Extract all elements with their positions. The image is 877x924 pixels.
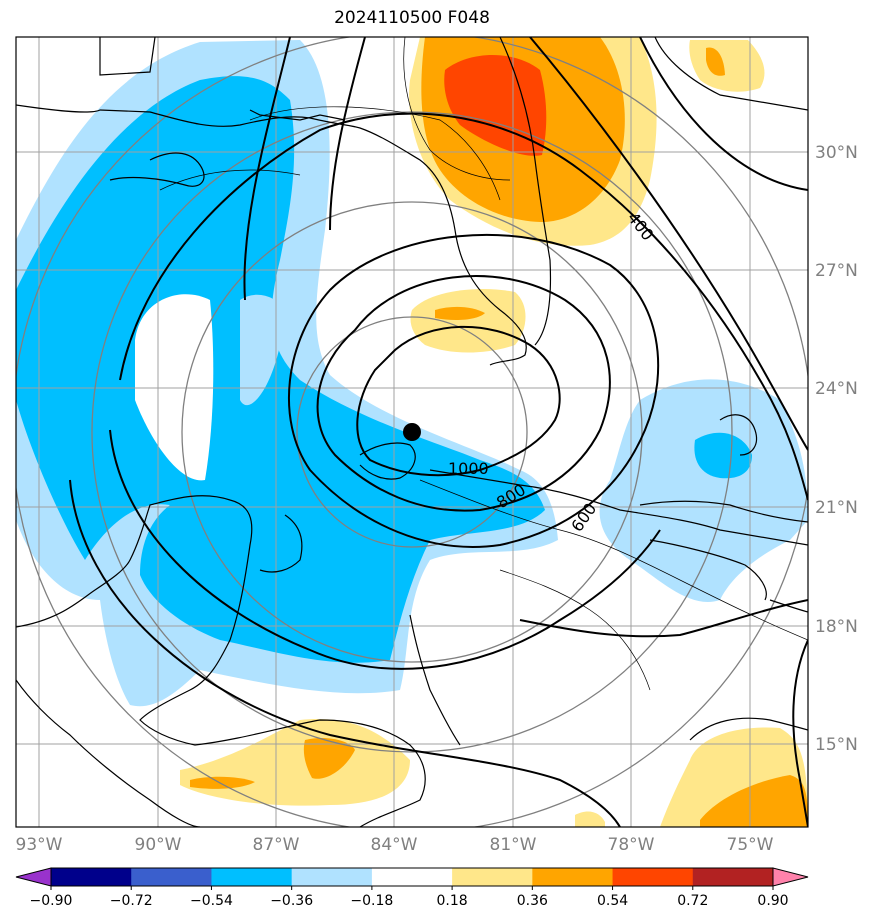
coastlines [16,37,808,827]
contour-800 [316,275,611,512]
lon-tick-label: 93°W [16,835,63,855]
contour-400 [119,112,808,501]
map-plot-area: 1000 800 600 400 [16,37,808,827]
colorbar-segment [131,868,212,886]
storm-center-marker [403,423,421,441]
lat-tick-label: 15°N [815,735,858,755]
lat-tick-labels: 30°N 27°N 24°N 21°N 18°N 15°N [815,143,858,755]
colorbar-tick-label: 0.90 [757,893,788,909]
lon-tick-label: 84°W [371,835,418,855]
colorbar-tick-label: −0.72 [110,893,153,909]
lat-tick-label: 24°N [815,379,858,399]
lon-tick-label: 78°W [608,835,655,855]
colorbar-tick-label: 0.72 [677,893,708,909]
plot-frame [15,36,809,828]
colorbar: −0.90 −0.72 −0.54 −0.36 −0.18 0.18 0.36 0.54 0.7… [15,867,809,909]
lon-tick-label: 87°W [253,835,300,855]
colorbar-tick-label: −0.18 [350,893,393,909]
colorbar-tick-label: −0.90 [30,893,73,909]
colorbar-segment [692,868,774,886]
range-rings [16,37,808,827]
lon-tick-label: 90°W [135,835,182,855]
colorbar-segment [371,868,453,886]
lon-tick-labels: 93°W 90°W 87°W 84°W 81°W 78°W 75°W [16,835,774,855]
colorbar-tick-label: −0.36 [270,893,313,909]
lat-tick-label: 27°N [815,261,858,281]
lon-tick-label: 81°W [490,835,537,855]
contour-600 [287,233,660,548]
colorbar-extend-high [772,867,809,887]
map-title: 2024110500 F048 [334,8,490,28]
colorbar-segment [532,868,614,886]
lat-tick-label: 30°N [815,143,858,163]
lat-tick-label: 21°N [815,498,858,518]
colorbar-tick-label: 0.54 [597,893,628,909]
colorbar-tick-label: 0.18 [437,893,468,909]
contour-label-1000: 1000 [448,459,489,478]
colorbar-tick-label: −0.54 [190,893,233,909]
colorbar-extend-low [15,867,52,887]
colorbar-segment [51,868,132,886]
lon-tick-label: 75°W [727,835,774,855]
contour-1000 [356,325,561,477]
colorbar-segment [211,868,293,886]
thick-contours [69,37,808,827]
colorbar-segment [452,868,533,886]
colorbar-tick-label: 0.36 [517,893,548,909]
colorbar-segment [612,868,694,886]
lat-tick-label: 18°N [815,617,858,637]
colorbar-segment [291,868,373,886]
